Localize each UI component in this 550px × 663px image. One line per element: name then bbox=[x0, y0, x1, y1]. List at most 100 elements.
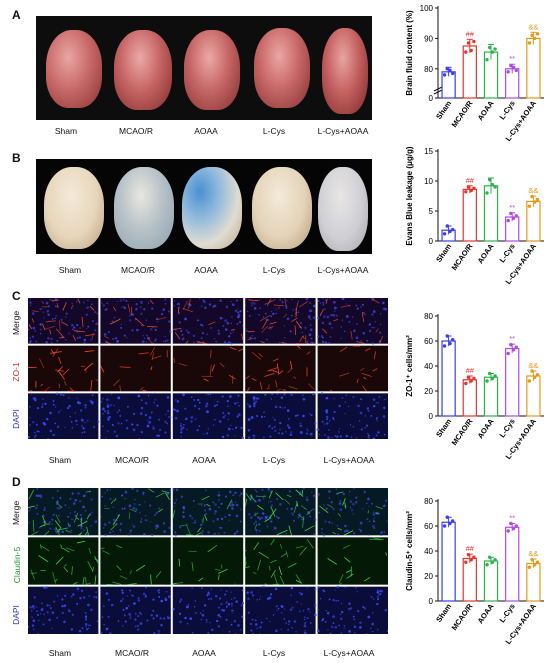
row-label-c-merge: Merge bbox=[11, 310, 21, 336]
data-point bbox=[530, 558, 534, 562]
significance-mark: ** bbox=[509, 54, 515, 63]
data-point bbox=[530, 369, 534, 373]
data-point bbox=[506, 218, 510, 223]
data-point bbox=[469, 558, 473, 562]
panel-letter-d: D bbox=[12, 475, 21, 489]
bar-l-cys bbox=[505, 347, 520, 417]
data-point bbox=[451, 71, 455, 76]
x-tick-label: AOAA bbox=[476, 242, 496, 266]
micrograph-tile-dapi-3 bbox=[172, 393, 245, 440]
y-tick-label: 80 bbox=[424, 312, 433, 321]
data-point bbox=[535, 373, 540, 377]
bar-l-cys-aoaa bbox=[526, 562, 541, 602]
data-point bbox=[464, 190, 468, 194]
x-tick-label: MCAO/R bbox=[450, 99, 475, 130]
data-point bbox=[533, 375, 537, 379]
group-label-c-lcys-aoaa: L-Cys+AOAA bbox=[323, 455, 375, 465]
data-point bbox=[442, 232, 447, 236]
data-point bbox=[445, 515, 449, 519]
data-point bbox=[451, 338, 455, 342]
significance-mark: ## bbox=[466, 176, 475, 185]
panel-letter-b: B bbox=[12, 151, 21, 165]
significance-mark: ** bbox=[509, 514, 515, 523]
brain-sham-b bbox=[44, 167, 104, 249]
data-point bbox=[472, 555, 476, 559]
data-point bbox=[511, 526, 516, 531]
data-point bbox=[464, 560, 468, 564]
data-point bbox=[445, 334, 449, 338]
y-tick-label: 40 bbox=[424, 362, 433, 371]
data-point bbox=[535, 197, 540, 202]
significance-mark: ## bbox=[466, 544, 475, 553]
x-tick-label: L-Cys bbox=[498, 242, 517, 264]
micrograph-tiles bbox=[27, 297, 388, 441]
micrograph-tile-merge-3 bbox=[172, 488, 244, 537]
data-point bbox=[485, 191, 489, 195]
data-point bbox=[511, 216, 516, 220]
data-point bbox=[466, 41, 471, 45]
data-point bbox=[527, 204, 532, 208]
data-point bbox=[485, 57, 489, 62]
y-tick-label: 40 bbox=[424, 547, 433, 556]
data-point bbox=[466, 375, 471, 379]
data-point bbox=[527, 565, 532, 569]
brain-photo-b bbox=[36, 159, 372, 254]
data-point bbox=[472, 376, 476, 381]
group-label-a-aoaa: AOAA bbox=[194, 126, 218, 136]
bar-l-cys-aoaa bbox=[526, 37, 541, 99]
micrograph-tile-dapi-5 bbox=[316, 392, 388, 441]
data-point bbox=[490, 182, 495, 187]
data-point bbox=[490, 50, 495, 54]
brain-lcys-aoaa-a bbox=[322, 28, 368, 114]
micrograph-tile-merge-1 bbox=[27, 488, 99, 536]
micrograph-grid-c bbox=[27, 297, 388, 441]
y-tick-label: 60 bbox=[424, 522, 433, 531]
group-label-c-sham: Sham bbox=[48, 455, 72, 465]
y-tick-label: 0 bbox=[429, 597, 434, 606]
brain-lcys-a bbox=[254, 28, 310, 108]
brain-photo-a bbox=[36, 16, 372, 120]
micrograph-tile-merge-5 bbox=[316, 297, 388, 345]
x-tick-label: MCAO/R bbox=[450, 417, 475, 448]
x-tick-label: L-Cys bbox=[498, 99, 517, 121]
significance-mark: ** bbox=[509, 203, 515, 212]
micrograph-tile-merge-2 bbox=[100, 487, 172, 537]
micrograph-grid-d bbox=[27, 486, 389, 635]
panel-letter-a: A bbox=[12, 8, 21, 22]
data-point bbox=[442, 73, 447, 77]
micrograph-tile-marker-3 bbox=[172, 345, 244, 392]
chart-zo1: 0 20 40 60 80 ZO-1⁺ cells/mm² Sham ## MCAO/R AOAA… bbox=[405, 312, 544, 461]
micrograph-tile-dapi-2 bbox=[100, 392, 172, 440]
data-point bbox=[533, 563, 537, 567]
y-axis-label: Brain fluid content (%) bbox=[405, 10, 414, 96]
micrograph-tile-marker-5 bbox=[317, 537, 388, 586]
brain-aoaa-b bbox=[182, 167, 242, 249]
y-tick-label: 20 bbox=[424, 387, 433, 396]
group-label-c-aoaa: AOAA bbox=[192, 455, 216, 465]
data-point bbox=[488, 45, 492, 50]
axis-break-mark bbox=[433, 86, 443, 92]
data-point bbox=[442, 344, 447, 348]
x-tick-label: Sham bbox=[434, 242, 453, 264]
significance-mark: ** bbox=[509, 334, 515, 343]
micrograph-tile-marker-2 bbox=[100, 537, 171, 586]
y-tick-label: 60 bbox=[424, 337, 433, 346]
group-label-d-sham: Sham bbox=[48, 648, 72, 658]
data-point bbox=[527, 41, 532, 45]
data-point bbox=[469, 188, 473, 193]
micrograph-tile-marker-5 bbox=[317, 345, 388, 392]
data-point bbox=[442, 524, 447, 528]
data-point bbox=[506, 351, 510, 356]
micrograph-tile-dapi-1 bbox=[27, 586, 99, 635]
bar-mcao-r bbox=[462, 557, 477, 602]
data-point bbox=[490, 376, 495, 381]
micrograph-tile-marker-2 bbox=[100, 345, 171, 392]
data-point bbox=[509, 64, 513, 68]
brain-aoaa-a bbox=[184, 30, 240, 110]
x-tick-label: AOAA bbox=[476, 602, 496, 626]
data-point bbox=[509, 521, 513, 526]
micrograph-tile-marker-1 bbox=[28, 537, 99, 586]
y-tick-label: 0 bbox=[429, 94, 434, 103]
data-point bbox=[514, 68, 518, 73]
group-label-b-lcys-aoaa: L-Cys+AOAA bbox=[317, 265, 369, 275]
